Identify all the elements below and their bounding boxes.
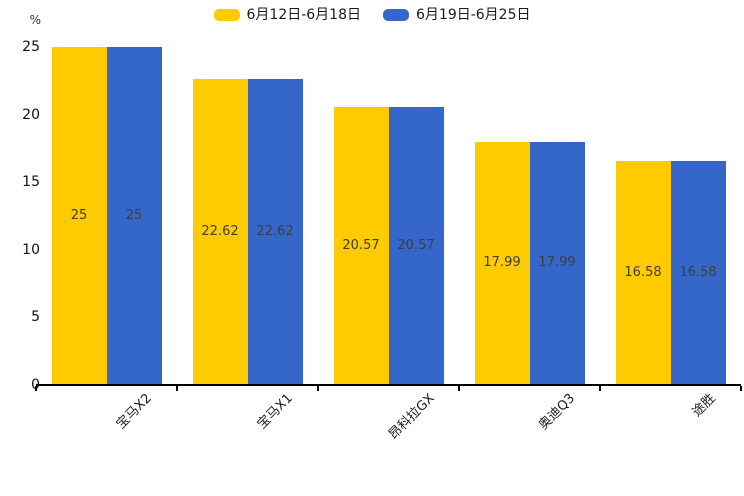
bar-group5-series1 — [615, 160, 671, 385]
legend-label-series1: 6月12日-6月18日 — [246, 7, 362, 23]
bar-group3-series1 — [333, 106, 389, 385]
bar-value-label: 20.57 — [342, 237, 380, 253]
bar-group4-series2 — [529, 141, 585, 385]
y-axis-tick-label: 0 — [31, 375, 40, 395]
y-axis-tick-label: 5 — [31, 309, 40, 326]
legend: 6月12日-6月18日 6月19日-6月25日 — [0, 5, 744, 25]
legend-item-series2: 6月19日-6月25日 — [383, 5, 531, 25]
bar-value-label: 17.99 — [483, 255, 521, 271]
bar-value-label: 16.58 — [679, 264, 717, 280]
y-axis-tick-label: 25 — [22, 39, 40, 55]
y-axis-tick-label: 15 — [22, 174, 40, 191]
x-axis-tick-mark — [317, 386, 319, 391]
bar-value-label: 25 — [70, 208, 88, 223]
bar-group2-series2 — [247, 79, 303, 385]
x-axis-tick-mark — [740, 386, 742, 391]
legend-swatch-series1-icon — [213, 9, 240, 21]
bar-group1-series2 — [106, 47, 162, 385]
x-axis-tick-mark — [176, 386, 178, 391]
bar-value-label: 20.57 — [397, 237, 435, 253]
x-axis-tick-mark — [599, 386, 601, 391]
bar-value-label: 22.62 — [256, 224, 294, 240]
y-axis-tick-label: 20 — [22, 106, 40, 123]
legend-swatch-series2-icon — [383, 9, 409, 21]
bar-group3-series2 — [388, 106, 444, 385]
legend-item-series1: 6月12日-6月18日 — [213, 5, 362, 25]
bar-value-label: 22.62 — [201, 224, 239, 240]
bar-value-label: 16.58 — [624, 264, 662, 280]
x-axis-category-label: 宝马X2 — [113, 391, 156, 433]
x-axis-category-label: 途胜 — [690, 391, 720, 421]
bar-value-label: 25 — [125, 208, 143, 223]
legend-label-series2: 6月19日-6月25日 — [416, 7, 531, 23]
bar-group2-series1 — [192, 79, 248, 385]
y-axis-unit-label: % — [29, 13, 41, 27]
bar-group5-series2 — [670, 160, 726, 385]
x-axis-category-label: 宝马X1 — [254, 391, 297, 433]
bar-group4-series1 — [474, 141, 530, 385]
x-axis-tick-mark — [458, 386, 460, 391]
x-axis-tick-mark — [35, 386, 37, 391]
x-axis-category-label: 昂科拉GX — [385, 391, 438, 443]
bar-group1-series1 — [51, 47, 107, 385]
x-axis-category-label: 奥迪Q3 — [536, 391, 579, 434]
y-axis-tick-label: 10 — [22, 241, 40, 258]
x-axis-line — [36, 384, 741, 386]
bar-value-label: 17.99 — [538, 255, 576, 271]
